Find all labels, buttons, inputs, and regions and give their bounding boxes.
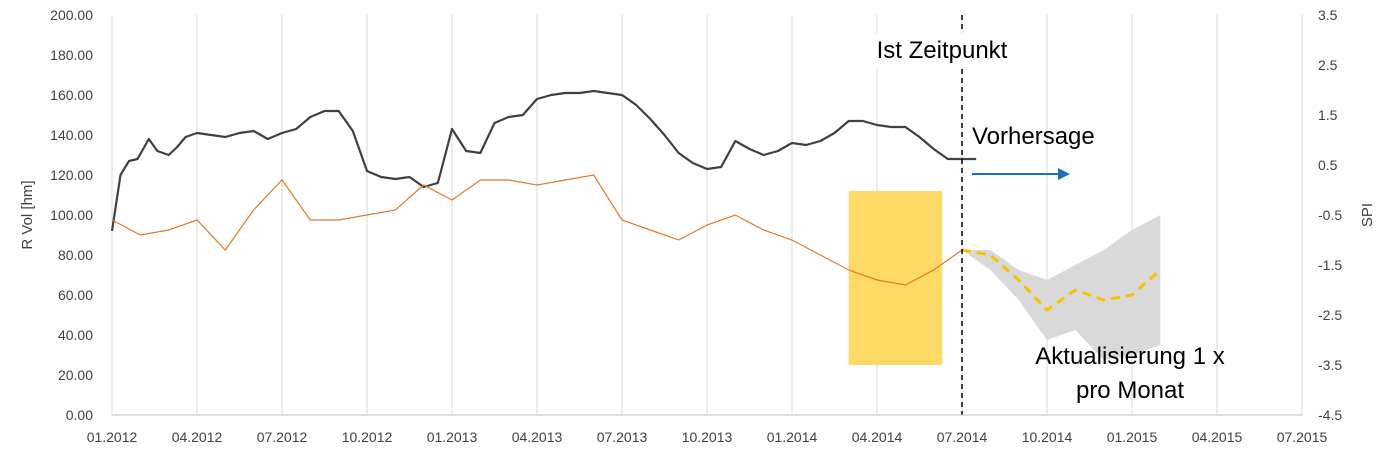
y-left-tick-3: 60.00 xyxy=(58,287,93,303)
y-left-tick-6: 120.00 xyxy=(50,167,93,183)
drought-highlight-rect xyxy=(848,191,943,365)
forecast-arrow xyxy=(972,168,1070,180)
x-tick-label-9: 04.2014 xyxy=(852,429,903,445)
y-left-tick-0: 0.00 xyxy=(66,407,93,423)
y-left-tick-7: 140.00 xyxy=(50,127,93,143)
uncertainty-polygon xyxy=(962,215,1161,360)
x-tick-label-4: 01.2013 xyxy=(427,429,478,445)
y-left-tick-2: 40.00 xyxy=(58,327,93,343)
y-right-tick-5: 0.5 xyxy=(1318,157,1338,173)
now-label-bg xyxy=(860,33,1025,69)
x-tick-label-11: 10.2014 xyxy=(1022,429,1073,445)
series-lines xyxy=(110,15,1162,415)
x-tick-label-7: 10.2013 xyxy=(682,429,733,445)
y-right-axis-title: SPI xyxy=(1359,203,1376,227)
x-tick-label-13: 04.2015 xyxy=(1192,429,1243,445)
y-left-tick-10: 200.00 xyxy=(50,7,93,23)
x-tick-label-10: 07.2014 xyxy=(937,429,988,445)
y-left-axis-title: R Vol [hm] xyxy=(19,180,36,249)
y-right-ticks: -4.5 -3.5 -2.5 -1.5 -0.5 0.5 1.5 2.5 3.5 xyxy=(1318,7,1342,423)
x-tick-label-14: 07.2015 xyxy=(1277,429,1328,445)
highlight-rect xyxy=(848,191,943,365)
y-right-tick-0: -4.5 xyxy=(1318,407,1342,423)
y-left-ticks: 0.00 20.00 40.00 60.00 80.00 100.00 120.00 140.… xyxy=(50,7,93,423)
forecast-label: Vorhersage xyxy=(972,123,1095,150)
y-right-tick-1: -3.5 xyxy=(1318,357,1342,373)
forecast-uncertainty-band xyxy=(962,215,1161,360)
y-right-tick-6: 1.5 xyxy=(1318,107,1338,123)
y-left-tick-9: 180.00 xyxy=(50,47,93,63)
x-ticks: 01.2012 04.2012 07.2012 10.2012 01.2013 04.20… xyxy=(87,429,1328,445)
spi-forecast-line xyxy=(961,248,1162,312)
update-label-line1: Aktualisierung 1 x xyxy=(1035,343,1224,370)
y-right-tick-3: -1.5 xyxy=(1318,257,1342,273)
x-tick-label-5: 04.2013 xyxy=(512,429,563,445)
x-tick-label-12: 01.2015 xyxy=(1107,429,1158,445)
y-right-tick-2: -2.5 xyxy=(1318,307,1342,323)
y-left-tick-5: 100.00 xyxy=(50,207,93,223)
y-left-tick-8: 160.00 xyxy=(50,87,93,103)
reservoir-volume-line xyxy=(110,89,977,232)
x-tick-label-3: 10.2012 xyxy=(342,429,393,445)
x-tick-label-6: 07.2013 xyxy=(597,429,648,445)
x-tick-label-0: 01.2012 xyxy=(87,429,138,445)
x-tick-label-8: 01.2014 xyxy=(767,429,818,445)
y-right-tick-8: 3.5 xyxy=(1318,7,1338,23)
y-right-tick-7: 2.5 xyxy=(1318,57,1338,73)
x-tick-label-1: 04.2012 xyxy=(172,429,223,445)
y-left-tick-1: 20.00 xyxy=(58,367,93,383)
y-left-tick-4: 80.00 xyxy=(58,247,93,263)
now-label: Ist Zeitpunkt xyxy=(877,37,1008,64)
y-right-tick-4: -0.5 xyxy=(1318,207,1342,223)
update-label-line2: pro Monat xyxy=(1076,377,1184,404)
spi-line xyxy=(111,174,963,286)
x-tick-label-2: 07.2012 xyxy=(257,429,308,445)
